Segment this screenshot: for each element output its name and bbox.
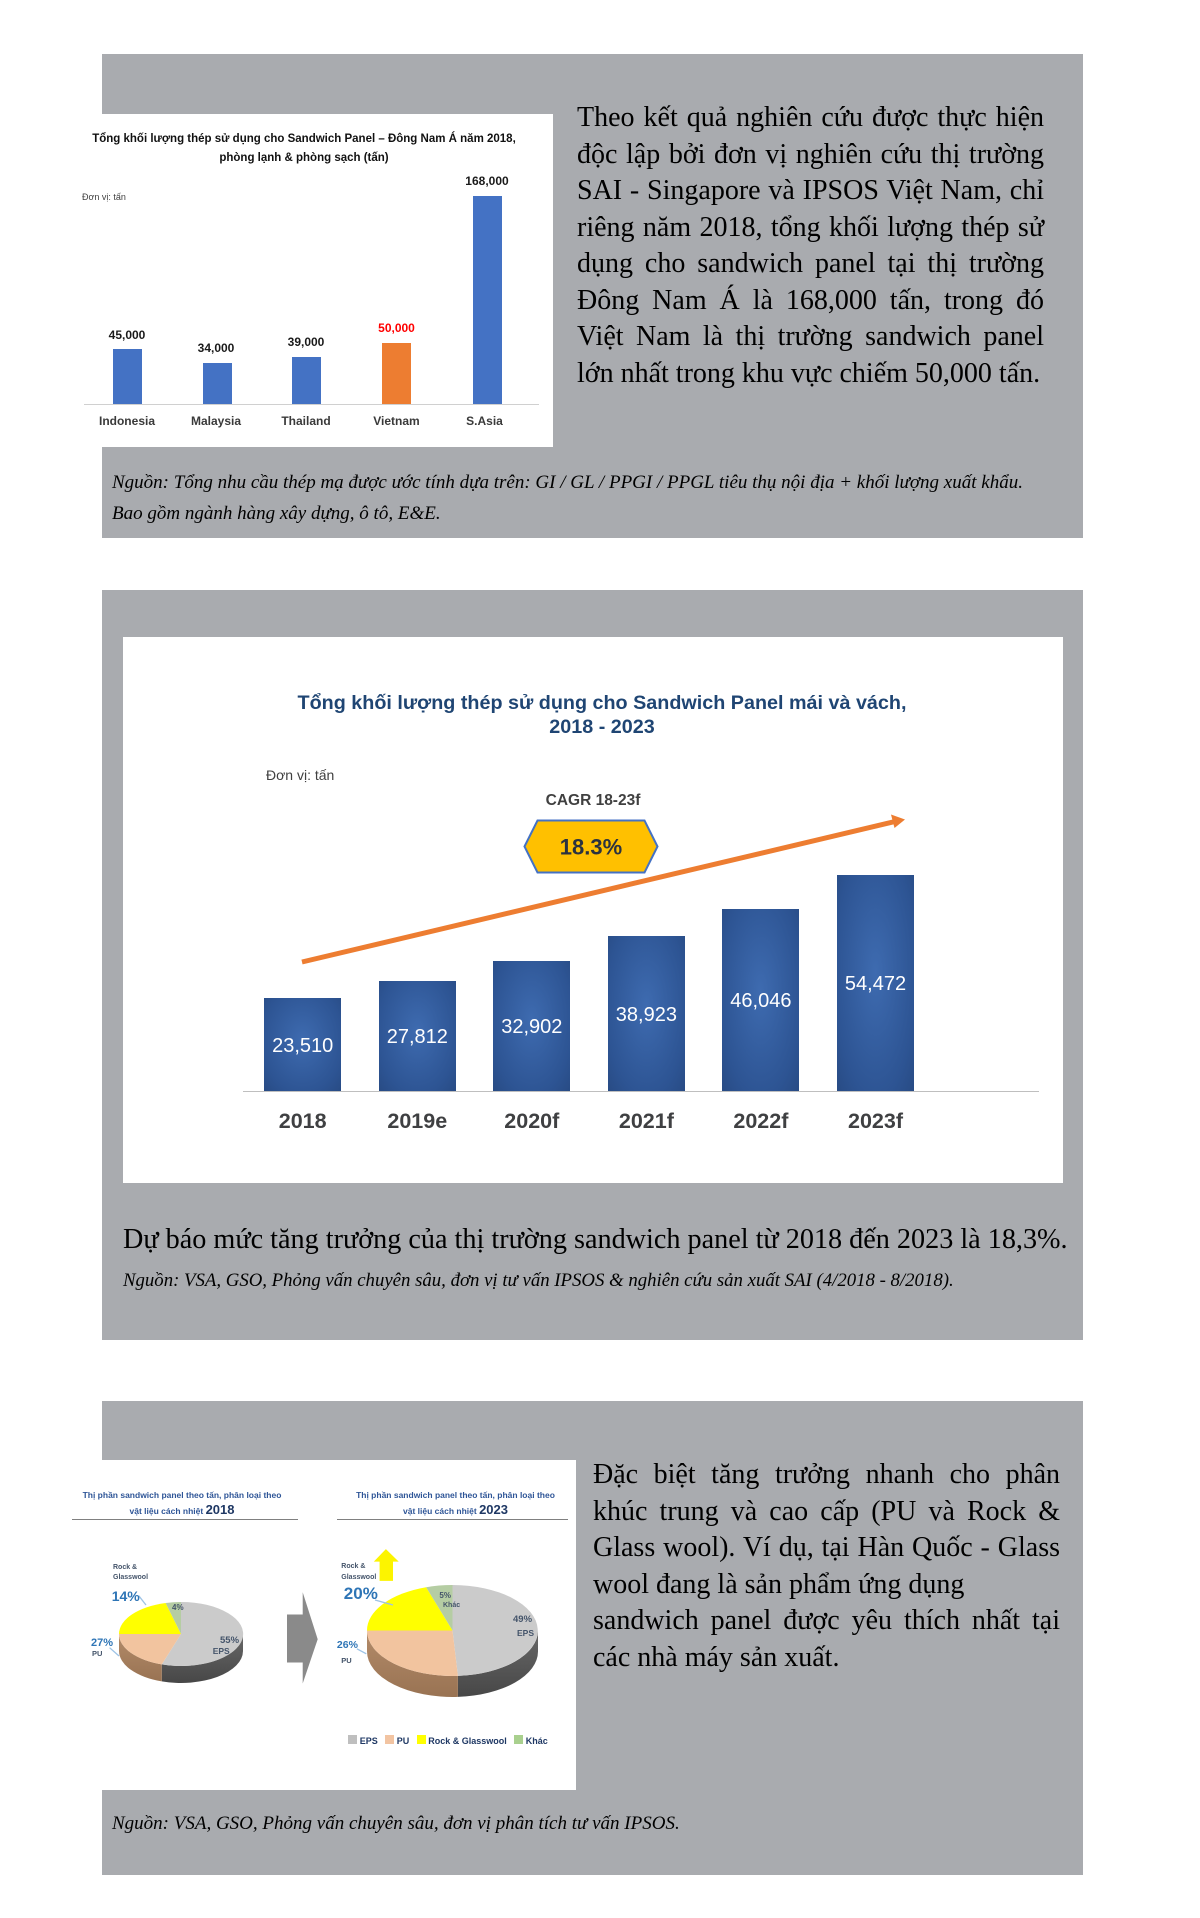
svg-text:18.3%: 18.3%	[560, 835, 622, 860]
